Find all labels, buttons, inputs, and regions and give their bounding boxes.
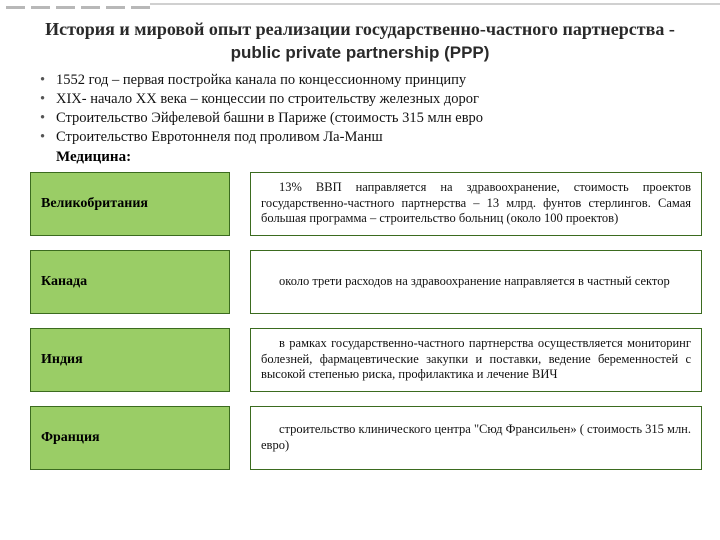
bullet-item: 1552 год – первая постройка канала по ко… [40, 71, 692, 89]
desc-box-india: в рамках государственно-частного партнер… [250, 328, 702, 392]
country-row: Канада около трети расходов на здравоохр… [30, 250, 702, 314]
desc-box-france: строительство клинического центра "Сюд Ф… [250, 406, 702, 470]
desc-text: строительство клинического центра "Сюд Ф… [261, 422, 691, 453]
bullet-item: Строительство Эйфелевой башни в Париже (… [40, 109, 692, 127]
desc-box-canada: около трети расходов на здравоохранение … [250, 250, 702, 314]
desc-text: 13% ВВП направляется на здравоохранение,… [261, 180, 691, 227]
medicine-heading: Медицина: [56, 149, 720, 166]
country-box-india: Индия [30, 328, 230, 392]
country-row: Великобритания 13% ВВП направляется на з… [30, 172, 702, 236]
title-en: public private partnership (PPP) [231, 43, 490, 62]
country-row: Индия в рамках государственно-частного п… [30, 328, 702, 392]
bullet-list: 1552 год – первая постройка канала по ко… [40, 71, 692, 147]
country-box-france: Франция [30, 406, 230, 470]
desc-box-uk: 13% ВВП направляется на здравоохранение,… [250, 172, 702, 236]
slide-title: История и мировой опыт реализации госуда… [30, 18, 690, 63]
top-decoration [0, 0, 720, 14]
title-ru: История и мировой опыт реализации госуда… [45, 19, 675, 39]
bullet-item: XIX- начало XX века – концессии по строи… [40, 90, 692, 108]
desc-text: в рамках государственно-частного партнер… [261, 336, 691, 383]
country-box-uk: Великобритания [30, 172, 230, 236]
country-box-canada: Канада [30, 250, 230, 314]
country-rows: Великобритания 13% ВВП направляется на з… [30, 172, 702, 470]
country-row: Франция строительство клинического центр… [30, 406, 702, 470]
desc-text: около трети расходов на здравоохранение … [261, 274, 691, 290]
bullet-item: Строительство Евротоннеля под проливом Л… [40, 128, 692, 146]
